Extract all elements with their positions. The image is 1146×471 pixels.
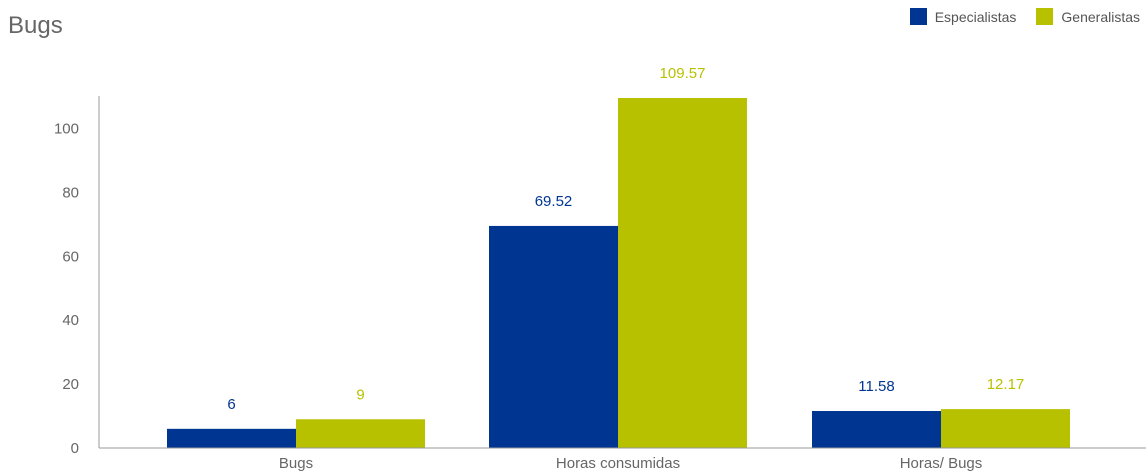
data-label-generalistas-1: 109.57 xyxy=(660,65,706,82)
bar-generalistas-0 xyxy=(296,419,425,448)
bar-generalistas-1 xyxy=(618,98,747,448)
bar-especialistas-2 xyxy=(812,411,941,448)
legend: Especialistas Generalistas xyxy=(890,8,1140,25)
legend-label-generalistas: Generalistas xyxy=(1061,8,1140,25)
data-label-especialistas-2: 11.58 xyxy=(858,378,894,395)
bar-especialistas-0 xyxy=(167,428,296,448)
y-tick-label-20: 20 xyxy=(62,376,79,393)
chart-title: Bugs xyxy=(8,12,63,39)
y-tick-label-40: 40 xyxy=(62,312,79,329)
data-label-especialistas-1: 69.52 xyxy=(535,193,573,210)
data-label-generalistas-0: 9 xyxy=(356,386,364,403)
legend-swatch-especialistas xyxy=(909,8,927,25)
x-category-label-2: Horas/ Bugs xyxy=(900,455,983,471)
x-category-label-1: Horas consumidas xyxy=(556,455,680,471)
y-tick-label-80: 80 xyxy=(62,184,79,201)
y-tick-label-60: 60 xyxy=(62,248,79,265)
bar-generalistas-2 xyxy=(941,409,1070,448)
data-label-generalistas-2: 12.17 xyxy=(987,376,1025,393)
x-category-label-0: Bugs xyxy=(279,455,313,471)
legend-item-generalistas[interactable]: Generalistas xyxy=(1036,8,1140,25)
legend-swatch-generalistas xyxy=(1036,8,1054,25)
legend-label-especialistas: Especialistas xyxy=(934,8,1017,25)
legend-item-especialistas[interactable]: Especialistas xyxy=(909,8,1017,25)
data-label-especialistas-0: 6 xyxy=(227,396,235,413)
y-tick-label-0: 0 xyxy=(71,440,79,457)
y-tick-label-100: 100 xyxy=(54,121,79,138)
bar-especialistas-1 xyxy=(489,225,618,448)
